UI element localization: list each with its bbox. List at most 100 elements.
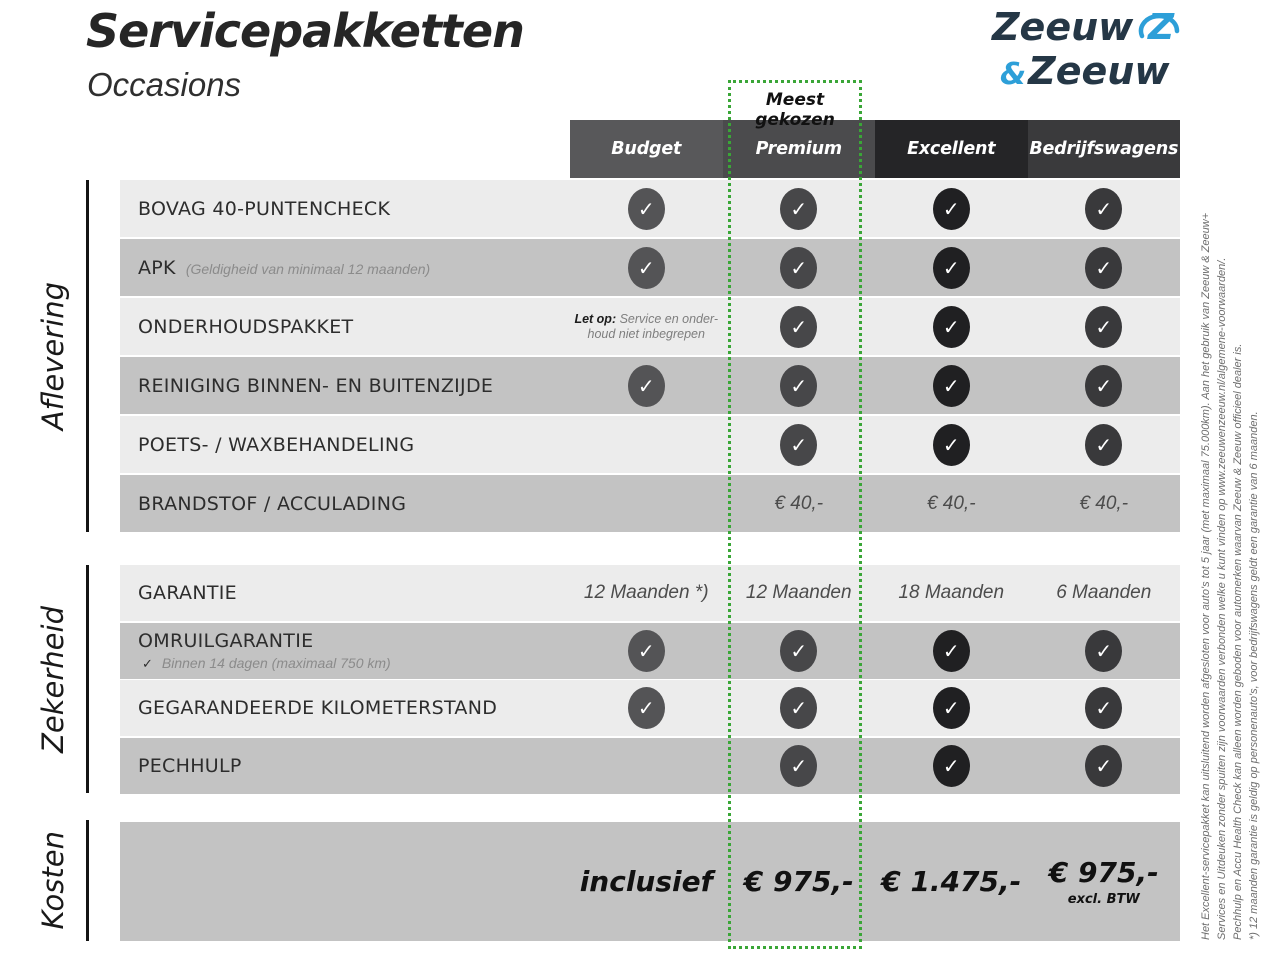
value-cell-bedrijfswagens: ✓ (1028, 298, 1181, 355)
value-cell-budget: ✓ (570, 180, 723, 237)
check-icon: ✓ (1085, 744, 1123, 787)
logo-ampersand: & (1000, 57, 1027, 92)
row-label-cell: GARANTIE (120, 565, 570, 621)
row-label-line: BRANDSTOF / ACCULADING (138, 493, 570, 515)
value-cell-premium: ✓ (723, 623, 876, 679)
price-value: € 975,- (1048, 856, 1159, 889)
section-label-text: Kosten (36, 831, 70, 930)
value-cell-bedrijfswagens: € 40,- (1028, 475, 1181, 532)
cell-value: 12 Maanden (745, 582, 852, 603)
row-label-line: BOVAG 40-PUNTENCHECK (138, 198, 570, 220)
cell-value: 18 Maanden (898, 582, 1005, 603)
value-cell-excellent: ✓ (875, 357, 1028, 414)
check-icon: ✓ (780, 744, 818, 787)
row-label-cell: ONDERHOUDSPAKKET (120, 298, 570, 355)
cell-value: 12 Maanden *) (583, 582, 709, 603)
value-cell-premium: ✓ (723, 239, 876, 296)
row-label-cell: BRANDSTOF / ACCULADING (120, 475, 570, 532)
check-icon: ✓ (932, 364, 970, 407)
row-label: APK (138, 256, 176, 279)
section-divider-line (86, 565, 89, 793)
check-icon: ✓ (627, 687, 665, 729)
page-title: Servicepakketten (86, 4, 525, 58)
check-icon: ✓ (1085, 423, 1123, 466)
check-icon: ✓ (780, 423, 818, 466)
table-row: GEGARANDEERDE KILOMETERSTAND ✓ ✓ ✓ ✓ (120, 680, 1180, 736)
logo-line2: &Zeeuw (992, 52, 1192, 90)
brand-logo: Zeeuw Z &Zeeuw (992, 5, 1192, 90)
table-row: BRANDSTOF / ACCULADING € 40,- € 40,- € 40,- (120, 475, 1180, 532)
row-label-line: ONDERHOUDSPAKKET (138, 316, 570, 338)
row-label-cell: APK (Geldigheid van minimaal 12 maanden) (120, 239, 570, 296)
table-row: inclusief € 975,- € 1.475,- € 975,- excl. BT… (120, 822, 1180, 941)
row-sublabel: Binnen 14 dagen (maximaal 750 km) (161, 654, 391, 671)
row-label: REINIGING BINNEN- EN BUITENZIJDE (138, 374, 494, 397)
column-header-excellent: Excellent (875, 120, 1028, 178)
check-icon: ✓ (932, 744, 970, 787)
check-icon: ✓ (627, 364, 665, 407)
check-icon: ✓ (1085, 246, 1123, 289)
value-cell-budget (570, 475, 723, 532)
check-icon: ✓ (932, 305, 970, 348)
check-icon: ✓ (780, 687, 818, 729)
value-cell-excellent: ✓ (875, 239, 1028, 296)
table-row: BOVAG 40-PUNTENCHECK ✓ ✓ ✓ ✓ (120, 180, 1180, 237)
row-sublabel: (Geldigheid van minimaal 12 maanden) (185, 260, 431, 277)
row-label-cell: PECHHULP (120, 738, 570, 794)
value-cell-excellent: ✓ (875, 298, 1028, 355)
value-cell-bedrijfswagens: ✓ (1028, 738, 1181, 794)
check-icon: ✓ (932, 187, 970, 230)
value-cell-premium: ✓ (723, 298, 876, 355)
value-cell-bedrijfswagens: € 975,- excl. BTW (1028, 822, 1181, 941)
row-label-line: GARANTIE (138, 582, 570, 604)
price-value: € 1.475,- (881, 865, 1022, 898)
value-cell-premium: ✓ (723, 180, 876, 237)
logo-swoosh-z-icon: Z (1139, 7, 1180, 48)
value-cell-budget: ✓ (570, 357, 723, 414)
value-cell-budget: ✓ (570, 680, 723, 736)
check-icon: ✓ (627, 187, 665, 230)
value-cell-budget (570, 416, 723, 473)
disclaimer-line: Services en Uitdeuken zonder spuiten zij… (1216, 257, 1228, 940)
logo-word1: Zeeuw (992, 5, 1134, 49)
row-label-cell: OMRUILGARANTIE ✓ Binnen 14 dagen (maximaal… (120, 623, 570, 679)
table-row: POETS- / WAXBEHANDELING ✓ ✓ ✓ (120, 416, 1180, 473)
value-cell-excellent: ✓ (875, 623, 1028, 679)
value-cell-bedrijfswagens: ✓ (1028, 239, 1181, 296)
row-label: OMRUILGARANTIE (138, 629, 314, 652)
cell-value: € 40,- (926, 492, 976, 514)
check-icon: ✓ (932, 246, 970, 289)
value-cell-bedrijfswagens: ✓ (1028, 623, 1181, 679)
table-row: ONDERHOUDSPAKKET Let op: Service en onder… (120, 298, 1180, 355)
check-icon: ✓ (780, 364, 818, 407)
value-cell-premium: ✓ (723, 738, 876, 794)
section-label-text: Aflevering (36, 281, 70, 431)
disclaimer-notes: Het Excellent-servicepakket kan uitsluit… (1198, 122, 1262, 940)
check-icon: ✓ (780, 187, 818, 230)
check-icon: ✓ (780, 629, 818, 672)
row-label-cell: GEGARANDEERDE KILOMETERSTAND (120, 680, 570, 736)
row-label-line: PECHHULP (138, 755, 570, 777)
value-cell-excellent: € 1.475,- (875, 822, 1028, 941)
column-headers: Budget Premium Excellent Bedrijfswagens (570, 120, 1180, 178)
table-row: PECHHULP ✓ ✓ ✓ (120, 737, 1181, 794)
row-label: GARANTIE (138, 582, 237, 604)
check-icon: ✓ (932, 423, 970, 466)
check-icon: ✓ (1085, 629, 1123, 672)
check-icon: ✓ (932, 629, 970, 672)
disclaimer-line: *) 12 maanden garantie is geldig op pers… (1248, 411, 1260, 940)
section-label-zekerheid: Zekerheid (24, 565, 82, 793)
value-cell-premium: € 975,- (723, 822, 876, 941)
value-cell-premium: 12 Maanden (723, 565, 876, 621)
column-header-budget: Budget (570, 120, 723, 178)
value-cell-budget (570, 738, 723, 794)
row-label-cell: BOVAG 40-PUNTENCHECK (120, 180, 570, 237)
value-cell-bedrijfswagens: ✓ (1028, 416, 1181, 473)
section-divider-line (86, 180, 89, 532)
value-cell-budget: ✓ (570, 239, 723, 296)
disclaimer-line: Het Excellent-servicepakket kan uitsluit… (1200, 212, 1212, 940)
value-cell-premium: € 40,- (723, 475, 876, 532)
price-value: € 975,- (743, 865, 854, 898)
table-row: OMRUILGARANTIE ✓ Binnen 14 dagen (maximaal… (120, 622, 1181, 679)
